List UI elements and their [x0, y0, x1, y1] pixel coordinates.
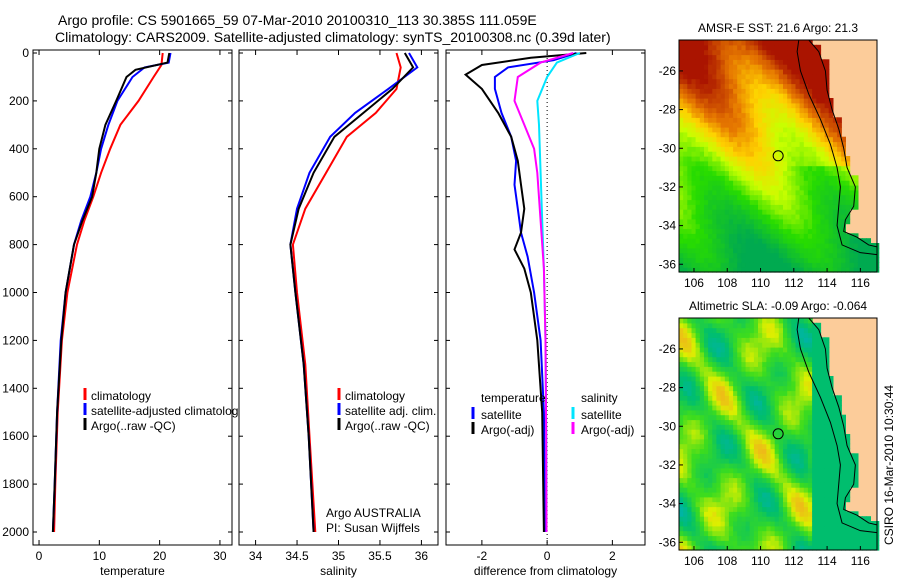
x-tick-label: 108: [717, 554, 737, 568]
x-axis-label: salinity: [320, 564, 357, 578]
legend-label: climatology: [91, 389, 151, 403]
y-tick-label: 1200: [2, 333, 29, 347]
legend-label: Argo(..raw -QC): [345, 419, 430, 433]
argo-location-marker: [772, 428, 784, 440]
x-tick-label: 2: [609, 549, 616, 563]
x-tick-label: -2: [477, 549, 488, 563]
legend-header: temperature: [481, 391, 546, 405]
x-tick-label: 114: [818, 554, 837, 568]
map-sla: Altimetric SLA: -0.09 Argo: -0.064 106 108…: [659, 299, 880, 568]
profile-panel-1: 0 10 20 30 0 200 400 600 800 1000 1200 1400 1600 1800…: [2, 46, 244, 578]
coastline: [808, 317, 878, 526]
y-tick-label: -34: [659, 219, 677, 233]
y-tick-label: 2000: [2, 525, 29, 539]
legend-label: climatology: [345, 389, 405, 403]
profile-panel-2: 34 34.5 35 35.5 36 salinity climatologysatelli…: [238, 49, 439, 578]
y-tick-label: 200: [9, 94, 29, 108]
y-tick-label: -32: [659, 180, 677, 194]
legend-label: satellite: [581, 408, 622, 422]
x-tick-label: 34.5: [285, 549, 309, 563]
x-tick-label: 30: [213, 549, 227, 563]
y-tick-label: 400: [9, 142, 29, 156]
y-tick-label: -36: [659, 535, 677, 549]
y-tick-label: -36: [659, 257, 677, 271]
legend-label: satellite adj. clim.: [345, 404, 436, 418]
x-axis-label: temperature: [100, 564, 165, 578]
x-tick-label: 114: [818, 276, 837, 290]
title-line1: Argo profile: CS 5901665_59 07-Mar-2010 …: [58, 12, 537, 28]
x-tick-label: 112: [784, 554, 803, 568]
x-tick-label: 34: [249, 549, 263, 563]
y-tick-label: -34: [659, 497, 677, 511]
series-line-temperature-satellite: [493, 52, 577, 533]
x-tick-label: 110: [751, 554, 770, 568]
x-tick-label: 112: [784, 276, 803, 290]
x-tick-label: 0: [36, 549, 43, 563]
y-tick-label: 600: [9, 190, 29, 204]
y-tick-label: 1000: [2, 286, 29, 300]
y-tick-label: -26: [659, 64, 677, 78]
series-line-temperature-argo-adj-: [463, 52, 587, 533]
x-tick-label: 108: [717, 276, 737, 290]
argo-location-marker: [772, 150, 784, 162]
plot-frame: [32, 49, 233, 546]
plot-frame: [238, 49, 439, 546]
title-line2: Climatology: CARS2009. Satellite-adjuste…: [55, 29, 611, 45]
isobath-line: [796, 39, 878, 256]
side-stamp: CSIRO 16-Mar-2010 10:30:44: [882, 385, 896, 545]
map-cells: [679, 40, 880, 273]
y-tick-label: -26: [659, 342, 677, 356]
annotation: PI: Susan Wijffels: [326, 521, 420, 535]
x-tick-label: 10: [93, 549, 107, 563]
y-tick-label: 1800: [2, 477, 29, 491]
y-tick-label: -32: [659, 458, 677, 472]
x-axis-label: difference from climatology: [474, 564, 617, 578]
legend-label: Argo(-adj): [581, 423, 634, 437]
x-tick-label: 36: [415, 549, 429, 563]
x-tick-label: 116: [851, 554, 870, 568]
y-tick-label: -28: [659, 103, 677, 117]
annotation: Argo AUSTRALIA: [326, 506, 421, 520]
map-frame: [678, 39, 878, 273]
x-tick-label: 116: [851, 276, 870, 290]
x-tick-label: 35: [332, 549, 346, 563]
y-tick-label: -30: [659, 419, 677, 433]
series-line-argo-raw-qc-: [51, 52, 171, 533]
y-tick-label: 800: [9, 238, 29, 252]
x-tick-label: 35.5: [368, 549, 392, 563]
x-tick-label: 106: [684, 554, 704, 568]
y-tick-label: 0: [22, 46, 29, 60]
map-sst: AMSR-E SST: 21.6 Argo: 21.3 106 108 110 112 1…: [659, 21, 880, 290]
x-tick-label: 0: [544, 549, 551, 563]
legend-label: satellite: [481, 408, 522, 422]
legend-header: salinity: [581, 391, 618, 405]
x-tick-label: 20: [153, 549, 167, 563]
y-tick-label: 1600: [2, 429, 29, 443]
x-tick-label: 106: [684, 276, 704, 290]
isobath-line: [796, 317, 878, 534]
legend-label: Argo(..raw -QC): [91, 419, 176, 433]
series-line-argo-raw-qc-: [289, 52, 415, 533]
y-tick-label: -28: [659, 381, 677, 395]
legend-label: Argo(-adj): [481, 423, 534, 437]
x-tick-label: 110: [751, 276, 770, 290]
y-tick-label: 1400: [2, 381, 29, 395]
coastline: [808, 39, 878, 248]
series-line-salinity-argo-adj-: [513, 52, 574, 533]
legend-label: satellite-adjusted climatology: [91, 404, 244, 418]
map-title: AMSR-E SST: 21.6 Argo: 21.3: [698, 21, 858, 35]
y-tick-label: -30: [659, 141, 677, 155]
map-cells: [679, 318, 880, 551]
map-frame: [678, 317, 878, 551]
map-title: Altimetric SLA: -0.09 Argo: -0.064: [689, 299, 867, 313]
